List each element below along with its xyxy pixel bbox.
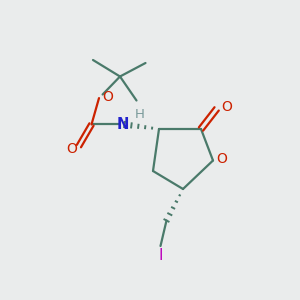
Text: O: O — [221, 100, 232, 114]
Text: H: H — [135, 108, 145, 122]
Text: O: O — [102, 90, 113, 104]
Text: O: O — [216, 152, 227, 166]
Text: I: I — [158, 248, 163, 263]
Text: O: O — [66, 142, 77, 156]
Text: N: N — [117, 117, 129, 132]
